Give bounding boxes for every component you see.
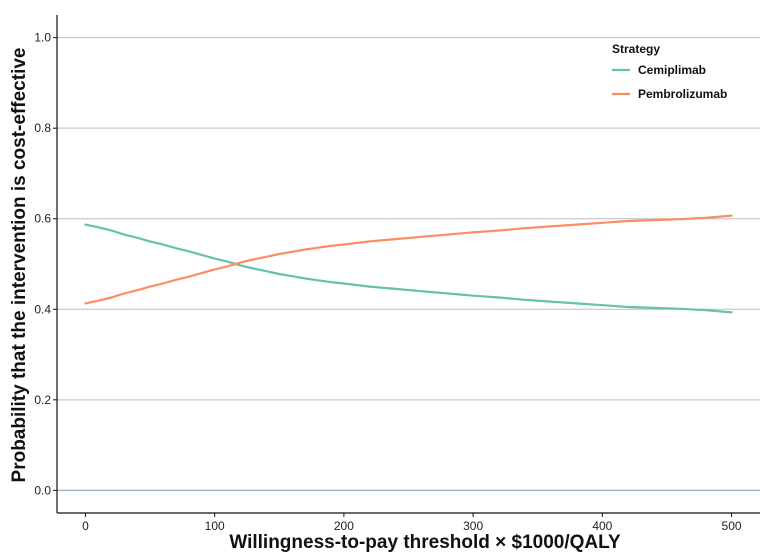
- series-lines: [84, 214, 733, 314]
- legend-title: Strategy: [612, 42, 660, 56]
- x-tick-label-4: 400: [592, 519, 612, 533]
- y-tick-label-4: 0.8: [34, 121, 51, 135]
- legend-items: Cemiplimab Pembrolizumab: [612, 63, 727, 101]
- y-tick-label-3: 0.6: [34, 212, 51, 226]
- y-tick-label-2: 0.4: [34, 302, 51, 316]
- x-tick-label-3: 300: [463, 519, 483, 533]
- axes: [56, 15, 760, 514]
- legend-label-cemiplimab: Cemiplimab: [638, 63, 706, 77]
- x-tick-label-2: 200: [334, 519, 354, 533]
- y-tick-label-0: 0.0: [34, 483, 51, 497]
- y-tick-label-5: 1.0: [34, 31, 51, 45]
- x-tick-label-0: 0: [82, 519, 89, 533]
- legend: Strategy Cemiplimab Pembrolizumab: [612, 42, 727, 101]
- tick-marks: 0 100 200 300 400 500 0.0 0.2 0.4 0.6 0.8 1.0: [34, 31, 742, 533]
- y-axis-title: Probability that the intervention is cos…: [9, 48, 30, 483]
- series-line-cemiplimab: [84, 223, 733, 314]
- x-tick-label-5: 500: [722, 519, 742, 533]
- y-tick-label-1: 0.2: [34, 393, 51, 407]
- x-axis-title: Willingness-to-pay threshold × $1000/QAL…: [229, 532, 621, 553]
- legend-label-pembrolizumab: Pembrolizumab: [638, 87, 727, 101]
- x-tick-label-1: 100: [205, 519, 225, 533]
- series-line-pembrolizumab: [84, 214, 733, 305]
- gridlines: [57, 37, 760, 401]
